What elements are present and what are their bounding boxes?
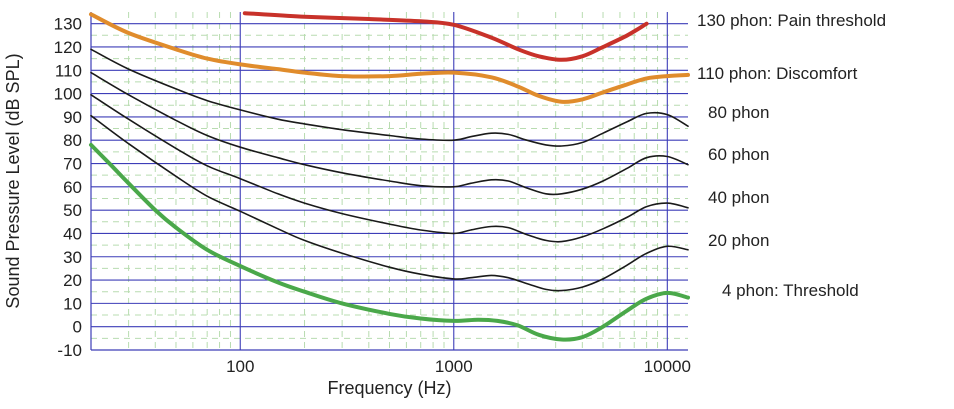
x-tick-label: 10000 (644, 357, 691, 376)
y-tick-label: 30 (63, 248, 82, 267)
curve-label: 40 phon (708, 188, 769, 207)
y-tick-label: 40 (63, 224, 82, 243)
y-tick-label: 110 (55, 61, 82, 80)
x-axis-title: Frequency (Hz) (327, 378, 451, 398)
curve-label: 110 phon: Discomfort (697, 64, 858, 83)
y-tick-label: 80 (63, 131, 82, 150)
y-tick-label: 0 (73, 318, 82, 337)
curve-label: 130 phon: Pain threshold (697, 11, 886, 30)
pain-threshold-curve (242, 11, 649, 62)
phon-80-curve (90, 48, 689, 147)
y-tick-label: 50 (63, 201, 82, 220)
x-tick-label: 100 (226, 357, 254, 376)
x-tick-label: 1000 (435, 357, 473, 376)
y-tick-label: 70 (63, 155, 82, 174)
curve-label: 20 phon (708, 231, 769, 250)
phon-20-curve (90, 114, 689, 292)
y-tick-label: 90 (63, 108, 82, 127)
hearing-threshold-curve (89, 142, 690, 342)
y-tick-label: 60 (63, 178, 82, 197)
phon-60-curve (90, 71, 689, 196)
discomfort-curve (89, 12, 690, 104)
phon-40-curve (90, 94, 689, 243)
series-layer (89, 11, 690, 342)
y-tick-label: 20 (63, 271, 82, 290)
y-axis-title: Sound Pressure Level (dB SPL) (3, 53, 23, 308)
curve-label: 4 phon: Threshold (722, 281, 859, 300)
y-tick-label: 120 (54, 38, 82, 57)
y-tick-label: 100 (54, 85, 82, 104)
curve-label: 80 phon (708, 103, 769, 122)
y-tick-label: 10 (63, 294, 82, 313)
curve-labels: 130 phon: Pain threshold 110 phon: Discom… (697, 11, 886, 300)
y-tick-label: -10 (57, 341, 82, 360)
curve-label: 60 phon (708, 145, 769, 164)
tick-labels: -10 0 10 20 30 40 50 60 70 80 90 100 110 120 130 100 100… (54, 15, 691, 376)
y-tick-label: 130 (54, 15, 82, 34)
